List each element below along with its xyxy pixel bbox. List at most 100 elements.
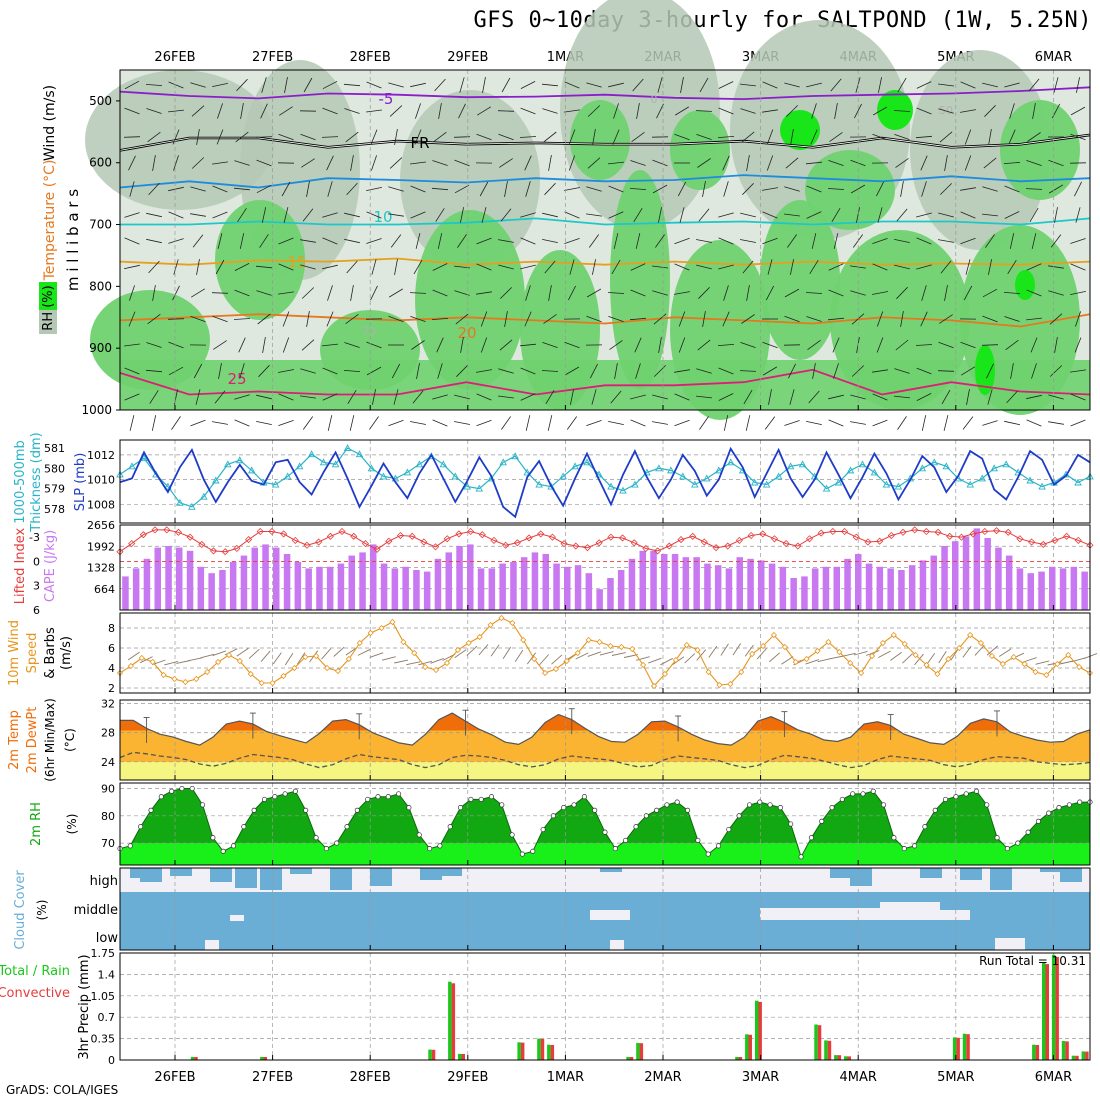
thickness-marker — [499, 458, 507, 466]
cape-bar — [1016, 568, 1024, 610]
thickness-marker — [415, 460, 424, 468]
surface-wind-barb — [648, 657, 662, 664]
wind-barb — [630, 289, 646, 297]
rh-surface-marker — [788, 821, 794, 827]
wind-barb — [455, 313, 469, 325]
wind-speed-marker — [574, 649, 581, 657]
wind-barb — [850, 421, 866, 425]
cape-bar — [305, 568, 312, 610]
wind-barb — [896, 208, 908, 222]
rh-surface-marker — [808, 835, 814, 841]
wind-barb — [366, 187, 382, 191]
wind-barb — [718, 367, 734, 375]
wind-barb — [1026, 160, 1042, 166]
cape-bar — [520, 557, 528, 610]
wind-speed-marker — [1021, 660, 1028, 668]
slp-tick-label: 1008 — [87, 498, 115, 511]
li-marker — [490, 536, 498, 544]
wind-barb — [278, 133, 294, 141]
wind-barb — [876, 337, 884, 353]
wind-speed-marker — [280, 672, 287, 680]
rh-surface-marker — [881, 802, 887, 808]
thickness-axis-title-2: Thickness (dm) — [29, 432, 44, 532]
pressure-axis-title: m i l l i b a r s — [64, 189, 82, 291]
temp-tick-label: 24 — [101, 756, 115, 769]
rh-surface-marker — [396, 791, 402, 797]
cape-bar — [143, 558, 151, 610]
wind-barb — [1048, 265, 1064, 269]
wind-barb — [520, 264, 536, 270]
rh-surface-marker — [478, 796, 484, 802]
cloud-low-gap — [610, 940, 624, 950]
wind-barb — [168, 81, 184, 89]
wind-barb — [895, 339, 909, 351]
surface-wind-barb — [660, 657, 674, 666]
precip-convective-bar — [263, 1057, 267, 1060]
wind-barb — [151, 415, 157, 431]
wind-speed-marker — [182, 678, 189, 686]
wind-barb — [586, 82, 602, 88]
wind-barb — [394, 259, 398, 275]
cloud-axis-title: Cloud Cover — [13, 870, 28, 950]
wind-barb — [434, 78, 446, 92]
wind-barb — [916, 237, 932, 245]
wind-barb — [938, 212, 954, 218]
wind-barb — [784, 82, 800, 88]
wind-barb — [1026, 394, 1042, 400]
surface-wind-barb — [176, 660, 191, 664]
cape-bar — [585, 573, 593, 610]
rh-surface-marker — [953, 794, 959, 800]
wind-speed-marker — [923, 661, 930, 669]
cape-bar — [391, 568, 399, 610]
thickness-marker — [140, 454, 148, 462]
cape-bar — [973, 528, 981, 610]
wind-barb — [1070, 393, 1086, 401]
wind-barb — [1025, 188, 1043, 190]
wind-speed-marker — [356, 639, 363, 647]
wind-barb — [1004, 185, 1020, 193]
surface-wind-barb — [272, 652, 282, 665]
surface-wind-barb — [526, 652, 536, 665]
surface-wind-barb — [539, 654, 550, 666]
thickness-marker — [451, 472, 460, 480]
rh-green-region — [760, 200, 840, 360]
x-date-label-top: 27FEB — [252, 50, 293, 65]
wind-barb — [677, 181, 687, 197]
wind-barb — [674, 393, 690, 401]
isotherm-label: 25 — [227, 370, 246, 388]
wind-barb — [962, 416, 974, 430]
wind-barb — [212, 421, 228, 425]
li-marker — [151, 526, 159, 534]
rh-tick-label: 80 — [101, 810, 115, 823]
wind-barb — [322, 237, 338, 245]
x-date-label-bottom: 4MAR — [839, 1070, 876, 1085]
rh-surface-marker — [581, 794, 587, 800]
wind-barb — [371, 259, 377, 275]
wind-barb — [982, 420, 998, 426]
wind-barb — [1070, 369, 1086, 373]
wind-barb — [830, 78, 842, 92]
wind-barb — [278, 237, 294, 245]
li-marker — [420, 538, 428, 546]
rh-bright-region — [780, 110, 820, 150]
rh-surface-marker — [643, 813, 649, 819]
precip-convective-bar — [1065, 1041, 1069, 1060]
wind-barb — [370, 285, 378, 301]
thickness-marker — [834, 478, 843, 486]
isotherm-label: 20 — [457, 324, 476, 342]
cape-bar — [186, 550, 194, 610]
wind-barb — [960, 187, 976, 191]
wind-speed-marker — [759, 642, 767, 650]
wind-barb — [129, 285, 135, 301]
wind-barb — [524, 311, 532, 327]
wind-barb — [212, 83, 228, 87]
isotherm-label: -5 — [379, 90, 394, 108]
rh-surface-marker — [179, 785, 185, 792]
wind-barb — [196, 259, 200, 275]
li-marker — [431, 543, 440, 551]
wind-speed-marker — [127, 662, 134, 670]
wind-speed-marker — [847, 659, 854, 667]
wind-speed-marker — [716, 681, 723, 689]
wind-speed-marker — [454, 646, 461, 654]
rh-surface-marker — [922, 824, 928, 830]
